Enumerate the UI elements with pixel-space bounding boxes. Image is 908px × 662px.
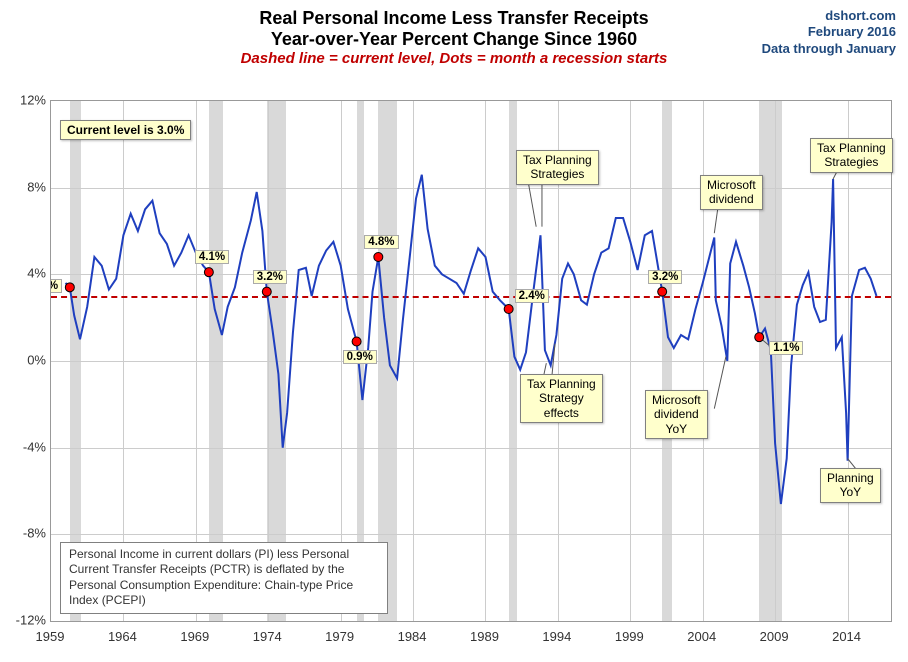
callout-tax-planning-1: Tax Planning Strategies bbox=[516, 150, 599, 185]
x-tick-label: 2004 bbox=[687, 629, 716, 644]
recession-start-dot bbox=[352, 337, 361, 346]
y-tick-label: 12% bbox=[6, 93, 46, 108]
x-tick-label: 1999 bbox=[615, 629, 644, 644]
recession-dot-label: 3.2% bbox=[648, 270, 682, 284]
source-through: Data through January bbox=[762, 41, 896, 57]
recession-start-dot bbox=[262, 287, 271, 296]
y-tick-label: 0% bbox=[6, 353, 46, 368]
callout-ms-dividend: Microsoft dividend bbox=[700, 175, 763, 210]
y-tick-label: 8% bbox=[6, 179, 46, 194]
callout-ms-dividend-yoy: Microsoft dividend YoY bbox=[645, 390, 708, 439]
recession-dot-label: 1.1% bbox=[769, 341, 803, 355]
source-date: February 2016 bbox=[762, 24, 896, 40]
recession-start-dot bbox=[374, 253, 383, 262]
x-tick-label: 1959 bbox=[36, 629, 65, 644]
source-site: dshort.com bbox=[762, 8, 896, 24]
recession-start-dot bbox=[755, 333, 764, 342]
callout-tax-planning-effects: Tax Planning Strategy effects bbox=[520, 374, 603, 423]
x-tick-label: 1979 bbox=[325, 629, 354, 644]
chart-container: Real Personal Income Less Transfer Recei… bbox=[0, 0, 908, 662]
callout-current-level: Current level is 3.0% bbox=[60, 120, 191, 140]
recession-start-dot bbox=[504, 305, 513, 314]
recession-start-dot bbox=[204, 268, 213, 277]
x-tick-label: 2014 bbox=[832, 629, 861, 644]
x-tick-label: 1989 bbox=[470, 629, 499, 644]
x-tick-label: 1984 bbox=[398, 629, 427, 644]
x-tick-label: 1969 bbox=[180, 629, 209, 644]
recession-dot-label: 4.8% bbox=[364, 235, 398, 249]
recession-dot-label: 0.9% bbox=[343, 350, 377, 364]
footnote-box: Personal Income in current dollars (PI) … bbox=[60, 542, 388, 614]
x-tick-label: 1974 bbox=[253, 629, 282, 644]
y-tick-label: -8% bbox=[6, 526, 46, 541]
recession-dot-label: 2.4% bbox=[515, 289, 549, 303]
source-block: dshort.com February 2016 Data through Ja… bbox=[762, 8, 896, 57]
y-tick-label: -12% bbox=[6, 613, 46, 628]
y-tick-label: -4% bbox=[6, 439, 46, 454]
x-tick-label: 1964 bbox=[108, 629, 137, 644]
recession-dot-label: 4.1% bbox=[195, 250, 229, 264]
callout-planning-yoy: Planning YoY bbox=[820, 468, 881, 503]
callout-tax-planning-2: Tax Planning Strategies bbox=[810, 138, 893, 173]
x-tick-label: 2009 bbox=[760, 629, 789, 644]
recession-dot-label: 3.2% bbox=[253, 270, 287, 284]
x-tick-label: 1994 bbox=[542, 629, 571, 644]
recession-start-dot bbox=[65, 283, 74, 292]
y-tick-label: 4% bbox=[6, 266, 46, 281]
recession-dot-label: 3.4% bbox=[50, 279, 62, 293]
recession-start-dot bbox=[658, 287, 667, 296]
